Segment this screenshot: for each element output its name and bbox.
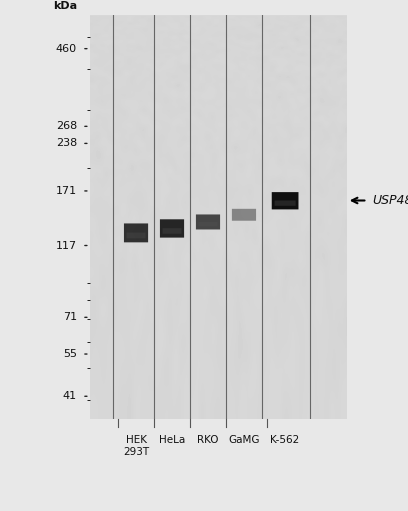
Text: 71: 71	[63, 312, 77, 322]
FancyBboxPatch shape	[124, 223, 148, 242]
Text: 41: 41	[63, 391, 77, 401]
FancyBboxPatch shape	[160, 219, 184, 238]
FancyBboxPatch shape	[198, 222, 217, 226]
FancyBboxPatch shape	[162, 228, 182, 234]
FancyBboxPatch shape	[126, 233, 146, 238]
Text: 117: 117	[56, 241, 77, 250]
Text: GaMG: GaMG	[228, 435, 260, 445]
Text: USP48: USP48	[373, 194, 408, 207]
FancyBboxPatch shape	[275, 200, 296, 206]
Text: HEK
293T: HEK 293T	[123, 435, 149, 457]
Text: 268: 268	[55, 121, 77, 131]
Text: 55: 55	[63, 349, 77, 359]
Text: 460: 460	[56, 43, 77, 54]
Text: HeLa: HeLa	[159, 435, 185, 445]
Text: K-562: K-562	[271, 435, 300, 445]
FancyBboxPatch shape	[232, 209, 256, 221]
Text: RKO: RKO	[197, 435, 219, 445]
Text: 171: 171	[56, 186, 77, 196]
FancyBboxPatch shape	[272, 192, 299, 210]
Text: kDa: kDa	[53, 2, 77, 11]
Text: 238: 238	[55, 138, 77, 148]
FancyBboxPatch shape	[196, 215, 220, 229]
